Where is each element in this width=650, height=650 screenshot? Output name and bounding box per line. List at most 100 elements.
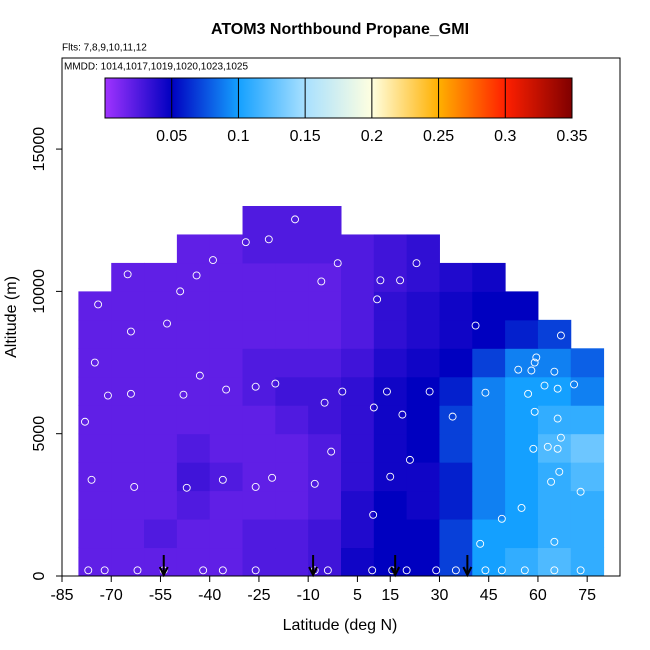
heatmap-cell [275, 319, 309, 349]
observation-point [555, 467, 564, 476]
heatmap-cell [570, 405, 605, 435]
observation-point [405, 455, 414, 464]
observation-point [448, 412, 457, 421]
heatmap-cell [111, 433, 145, 463]
observation-point [317, 277, 326, 286]
heatmap-cell [341, 405, 375, 435]
observation-point [251, 382, 260, 391]
observation-point [369, 403, 378, 412]
heatmap-cell [144, 490, 178, 520]
heatmap-cell [537, 462, 572, 492]
heatmap-cell [78, 462, 112, 492]
heatmap-cell [505, 319, 539, 349]
heatmap-cell [242, 291, 276, 321]
observation-point [451, 566, 460, 575]
heatmap-cell [209, 405, 244, 435]
heatmap-cell [275, 291, 309, 321]
heatmap-cell [308, 462, 342, 492]
heatmap-cell [341, 376, 375, 406]
heatmap-cell [406, 462, 440, 492]
heatmap-cell [144, 376, 178, 406]
observation-point [530, 358, 539, 367]
heatmap-cell [176, 519, 211, 549]
heatmap-cell [341, 462, 375, 492]
heatmap-cell [144, 319, 178, 349]
heatmap-cell [144, 462, 178, 492]
observation-point [517, 504, 526, 512]
observation-point [540, 381, 549, 390]
heatmap-cell [406, 234, 440, 264]
heatmap-cell [111, 405, 145, 435]
flight-arrow [158, 555, 169, 578]
observation-point [396, 276, 405, 285]
heatmap-cell [209, 519, 244, 549]
heatmap-cell [176, 291, 211, 321]
plot-frame [61, 57, 621, 577]
heatmap-cell [373, 462, 408, 492]
heatmap-cell [472, 262, 506, 292]
heatmap-cell [176, 405, 211, 435]
heatmap-cell [111, 348, 145, 378]
heatmap-cell [78, 348, 112, 378]
heatmap-cell [472, 490, 506, 520]
observation-point [476, 539, 485, 548]
heatmap-cell [209, 348, 244, 378]
annotation: MMDD: 1014,1017,1019,1020,1023,1025 [64, 62, 248, 73]
chart-title: ATOM3 Northbound Propane_GMI [211, 21, 469, 38]
heatmap-cell [472, 519, 506, 549]
y-axis-label: Altitude (m) [3, 276, 20, 358]
heatmap-cell [439, 433, 473, 463]
heatmap-cell [209, 490, 244, 520]
heatmap-cell [275, 547, 309, 576]
heatmap-cell [209, 376, 244, 406]
heatmap-cell [472, 433, 506, 463]
observation-point [553, 444, 562, 453]
colorbar-tick-label: 0.2 [361, 128, 383, 145]
heatmap-cell [242, 405, 276, 435]
heatmap-cell [505, 519, 539, 549]
heatmap-cell [472, 348, 506, 378]
heatmap-cell [505, 405, 539, 435]
heatmap-cell [472, 319, 506, 349]
heatmap-cell [111, 376, 145, 406]
heatmap-cell [406, 291, 440, 321]
colorbar-tick-label: 0.3 [494, 128, 516, 145]
heatmap-cell [308, 405, 342, 435]
heatmap-cell [176, 319, 211, 349]
observation-point [323, 566, 332, 575]
observation-point [87, 475, 96, 484]
observation-point [222, 385, 231, 394]
observation-point [163, 319, 171, 328]
heatmap-cell [308, 206, 342, 235]
observation-point [310, 479, 319, 488]
heatmap-cell [275, 348, 309, 378]
heatmap-cell [78, 433, 112, 463]
heatmap-cell [373, 319, 408, 349]
observation-point [553, 384, 562, 393]
observation-point [553, 414, 562, 423]
heatmap-cell [373, 291, 408, 321]
heatmap-cell [144, 262, 178, 292]
heatmap-cell [341, 490, 375, 520]
heatmap-cell [275, 262, 309, 292]
x-tick-label: -25 [247, 587, 270, 604]
heatmap-cell [570, 462, 605, 492]
heatmap-cell [209, 547, 244, 576]
heatmap-cell [570, 490, 605, 520]
observation-point [556, 331, 565, 340]
heatmap-cell [341, 291, 375, 321]
observation-point [550, 566, 559, 575]
heatmap-cell [341, 519, 375, 549]
observation-point [179, 390, 188, 399]
x-tick-label: 60 [529, 587, 547, 604]
heatmap-cell [78, 319, 112, 349]
heatmap-cell [472, 462, 506, 492]
observation-point [520, 566, 529, 575]
x-tick-label: 45 [480, 587, 498, 604]
heatmap-cell [209, 262, 244, 292]
observation-point [527, 366, 536, 375]
observation-point [481, 388, 490, 397]
observation-point [291, 215, 299, 224]
heatmap-cell [570, 547, 605, 576]
heatmap-cell [439, 291, 473, 321]
